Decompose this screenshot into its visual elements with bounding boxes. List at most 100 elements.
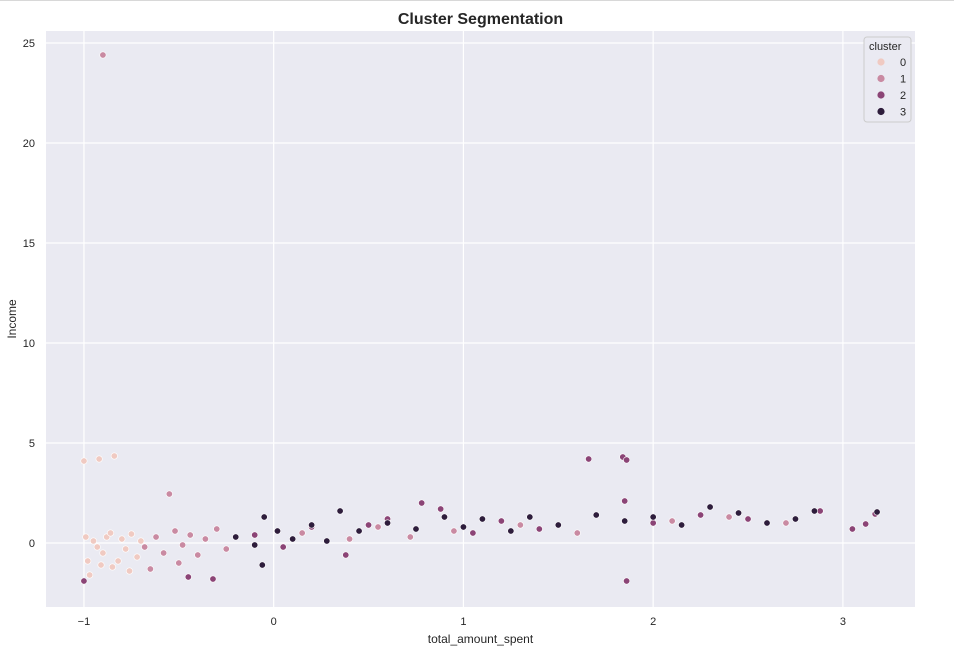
- data-point-cluster-3: [526, 513, 534, 521]
- legend-marker-2: [877, 91, 885, 99]
- legend-marker-3: [877, 107, 885, 116]
- data-point-cluster-0: [99, 549, 107, 557]
- x-tick-label: 2: [650, 616, 656, 628]
- legend: cluster 0 1 2 3: [863, 36, 912, 123]
- data-point-cluster-2: [437, 505, 445, 513]
- data-point-cluster-0: [108, 563, 116, 571]
- grid-lines: [46, 31, 915, 607]
- x-axis-ticks: −1 0 1 2 3: [78, 616, 846, 628]
- data-point-cluster-0: [110, 452, 118, 460]
- data-points: [80, 51, 881, 585]
- x-tick-label: −1: [78, 616, 91, 628]
- data-point-cluster-3: [706, 503, 714, 511]
- data-point-cluster-1: [160, 549, 168, 557]
- data-point-cluster-2: [585, 455, 593, 463]
- data-point-cluster-3: [478, 515, 486, 523]
- legend-marker-0: [877, 58, 885, 66]
- data-point-cluster-0: [95, 455, 103, 463]
- y-tick-label: 15: [23, 238, 35, 250]
- data-point-cluster-2: [251, 531, 259, 539]
- data-point-cluster-3: [873, 508, 881, 516]
- x-axis-label: total_amount_spent: [428, 632, 534, 646]
- data-point-cluster-1: [346, 535, 354, 543]
- data-point-cluster-1: [165, 490, 173, 498]
- data-point-cluster-0: [89, 537, 97, 545]
- y-tick-label: 0: [29, 538, 35, 550]
- data-point-cluster-2: [697, 511, 705, 519]
- data-point-cluster-1: [782, 519, 790, 527]
- data-point-cluster-3: [735, 509, 743, 517]
- data-point-cluster-3: [763, 519, 771, 527]
- data-point-cluster-0: [82, 533, 90, 541]
- data-point-cluster-0: [118, 535, 126, 543]
- top-divider: [0, 0, 954, 1]
- data-point-cluster-0: [80, 457, 88, 465]
- data-point-cluster-0: [133, 553, 141, 561]
- data-point-cluster-3: [554, 521, 562, 529]
- data-point-cluster-1: [175, 559, 183, 567]
- data-point-cluster-2: [623, 456, 631, 464]
- data-point-cluster-0: [125, 567, 133, 575]
- data-point-cluster-0: [127, 530, 135, 538]
- data-point-cluster-3: [308, 521, 316, 529]
- data-point-cluster-2: [497, 517, 505, 525]
- data-point-cluster-3: [232, 533, 240, 541]
- data-point-cluster-2: [469, 529, 477, 537]
- legend-label-3: 3: [900, 107, 906, 119]
- data-point-cluster-3: [649, 513, 657, 521]
- data-point-cluster-0: [84, 557, 92, 565]
- data-point-cluster-2: [80, 577, 88, 585]
- y-axis-ticks: 0 5 10 15 20 25: [23, 38, 35, 550]
- data-point-cluster-3: [592, 511, 600, 519]
- data-point-cluster-2: [848, 525, 856, 533]
- x-tick-label: 0: [271, 616, 277, 628]
- data-point-cluster-3: [621, 517, 629, 525]
- legend-label-0: 0: [900, 57, 906, 69]
- data-point-cluster-2: [418, 499, 426, 507]
- x-tick-label: 3: [840, 616, 846, 628]
- data-point-cluster-3: [507, 527, 515, 535]
- data-point-cluster-3: [355, 527, 363, 535]
- data-point-cluster-1: [201, 535, 209, 543]
- x-tick-label: 1: [460, 616, 466, 628]
- data-point-cluster-3: [260, 513, 268, 521]
- data-point-cluster-1: [146, 565, 154, 573]
- data-point-cluster-1: [99, 51, 107, 59]
- y-axis-label: Income: [5, 299, 19, 339]
- y-tick-label: 20: [23, 138, 35, 150]
- data-point-cluster-1: [668, 517, 676, 525]
- data-point-cluster-1: [141, 543, 149, 551]
- data-point-cluster-2: [279, 543, 287, 551]
- data-point-cluster-1: [186, 531, 194, 539]
- data-point-cluster-2: [342, 551, 350, 559]
- data-point-cluster-3: [440, 513, 448, 521]
- data-point-cluster-1: [450, 527, 458, 535]
- data-point-cluster-1: [222, 545, 230, 553]
- data-point-cluster-3: [251, 541, 259, 549]
- data-point-cluster-1: [725, 513, 733, 521]
- data-point-cluster-3: [459, 523, 467, 531]
- chart-title: Cluster Segmentation: [398, 11, 563, 28]
- legend-title: cluster: [869, 41, 902, 53]
- data-point-cluster-0: [122, 545, 130, 553]
- data-point-cluster-2: [744, 515, 752, 523]
- legend-label-1: 1: [900, 74, 906, 86]
- data-point-cluster-2: [535, 525, 543, 533]
- data-point-cluster-1: [179, 541, 187, 549]
- data-point-cluster-0: [107, 529, 115, 537]
- data-point-cluster-0: [93, 543, 101, 551]
- data-point-cluster-3: [678, 521, 686, 529]
- data-point-cluster-3: [289, 535, 297, 543]
- y-tick-label: 25: [23, 38, 35, 50]
- data-point-cluster-1: [213, 525, 221, 533]
- legend-box: [863, 36, 912, 123]
- data-point-cluster-1: [374, 523, 382, 531]
- data-point-cluster-1: [516, 521, 524, 529]
- data-point-cluster-2: [621, 497, 629, 505]
- data-point-cluster-1: [171, 527, 179, 535]
- data-point-cluster-3: [384, 519, 392, 527]
- data-point-cluster-1: [194, 551, 202, 559]
- data-point-cluster-3: [791, 515, 799, 523]
- data-point-cluster-1: [406, 533, 414, 541]
